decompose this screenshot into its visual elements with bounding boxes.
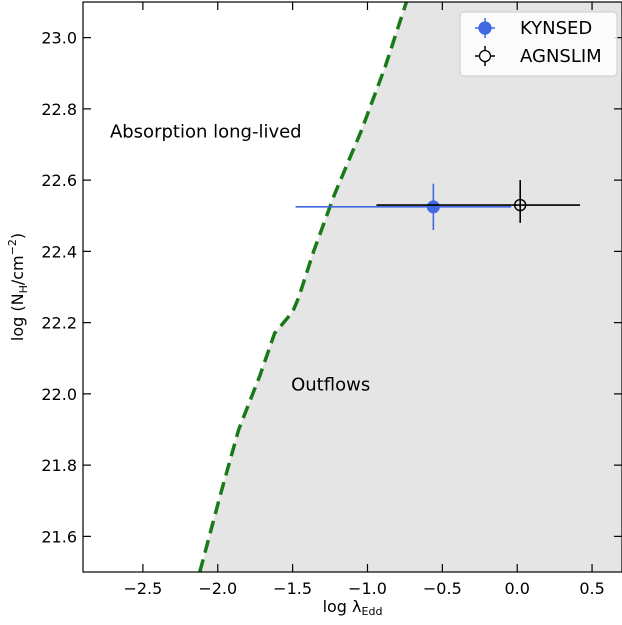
legend: KYNSED AGNSLIM <box>459 11 618 77</box>
data-point <box>513 198 527 212</box>
x-tick-label: −1.0 <box>348 579 387 598</box>
legend-entry-agnslim: AGNSLIM <box>475 46 602 67</box>
x-tick-label: −2.5 <box>123 579 162 598</box>
plot-frame <box>82 1 622 573</box>
y-tick-label: 21.6 <box>41 527 77 546</box>
y-tick-label: 22.2 <box>41 314 77 333</box>
y-tick-label: 22.6 <box>41 171 77 190</box>
legend-label: KYNSED <box>520 18 592 39</box>
x-tick-label: −0.5 <box>423 579 462 598</box>
series-kynsed <box>295 183 512 230</box>
boundary-dashed-line <box>198 2 409 572</box>
legend-box <box>459 11 618 77</box>
data-point <box>426 200 440 214</box>
x-tick-label: −2.0 <box>198 579 237 598</box>
legend-label: AGNSLIM <box>520 46 602 67</box>
annotation-outflows: Outflows <box>291 374 370 395</box>
x-axis-label: log λEdd <box>323 597 383 618</box>
y-axis-ticks: 21.6 21.8 22.0 22.2 22.4 22.6 22.8 23.0 <box>41 29 622 546</box>
y-tick-label: 22.0 <box>41 385 77 404</box>
y-tick-label: 22.8 <box>41 100 77 119</box>
y-tick-label: 21.8 <box>41 456 77 475</box>
x-tick-label: 0.0 <box>504 579 529 598</box>
y-axis-label: log (NH/cm−2) <box>6 233 30 341</box>
annotation-absorption: Absorption long-lived <box>110 121 302 142</box>
legend-marker-point <box>478 21 492 35</box>
legend-entry-kynsed: KYNSED <box>475 18 592 39</box>
x-axis-ticks: −2.5 −2.0 −1.5 −1.0 −0.5 0.0 0.5 <box>123 2 605 598</box>
y-tick-label: 22.4 <box>41 242 77 261</box>
legend-marker-point <box>478 49 492 63</box>
y-tick-label: 23.0 <box>41 29 77 48</box>
x-tick-label: −1.5 <box>273 579 312 598</box>
series-agnslim <box>376 180 581 223</box>
x-tick-label: 0.5 <box>579 579 604 598</box>
data-series <box>295 180 581 230</box>
outflow-region-shading <box>199 2 622 572</box>
